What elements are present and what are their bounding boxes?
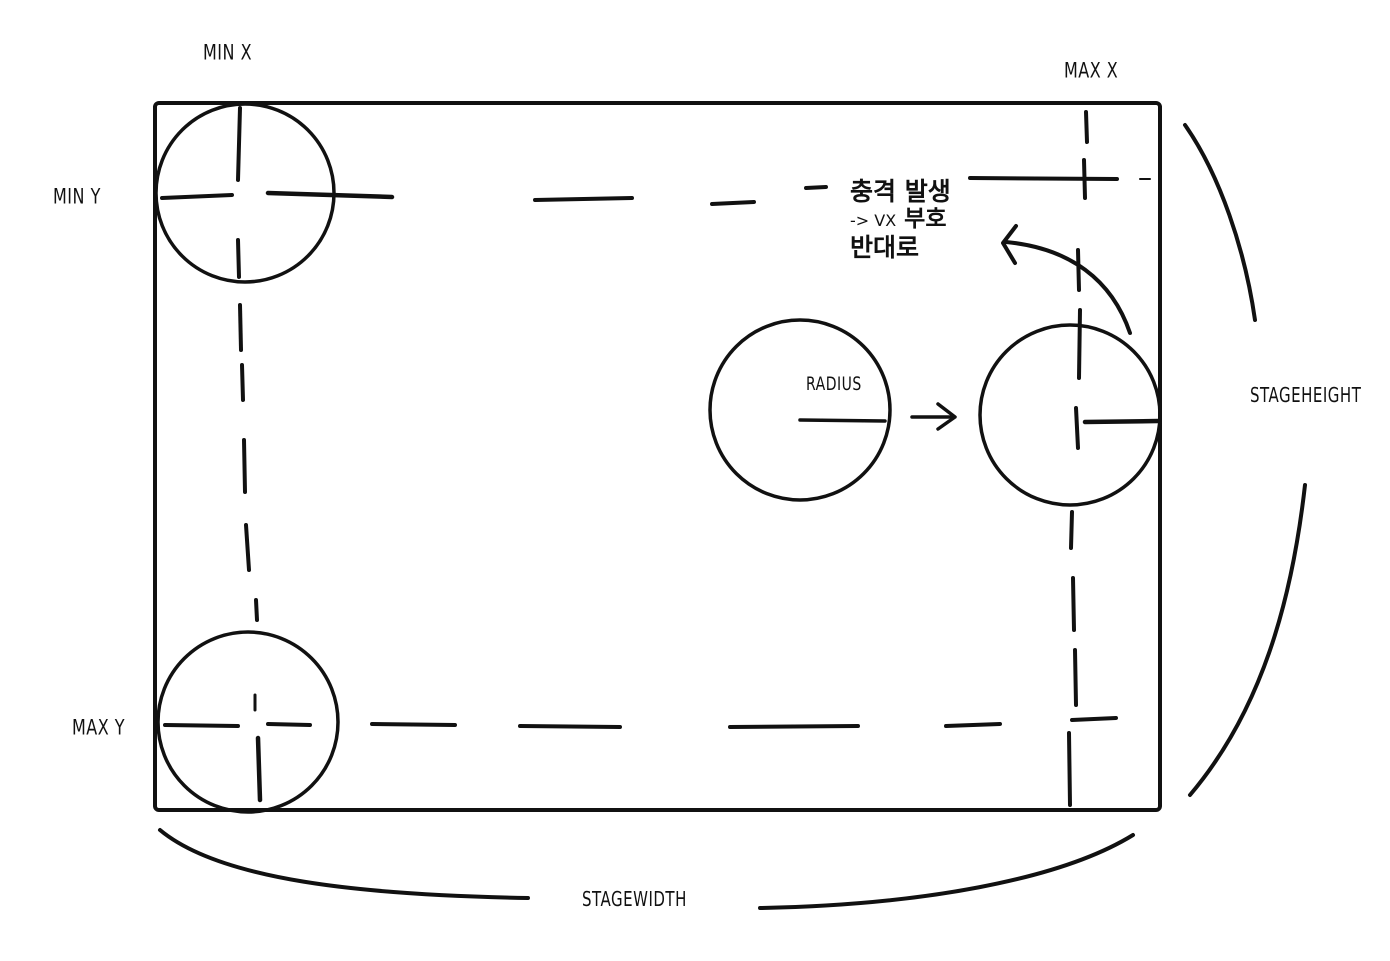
stage-rectangle: [153, 101, 1162, 812]
max-y-label: MAX Y: [72, 714, 126, 740]
dashed-line-max-y: [370, 716, 1118, 729]
min-x-label: MIN X: [203, 39, 253, 65]
crosshair-max-y-corner: [163, 693, 312, 803]
radius-label: RADIUS: [806, 373, 862, 396]
collision-note-line-1: 충격 발생: [850, 177, 951, 206]
bounce-arrow: [1001, 224, 1132, 335]
collision-note-line-2: -> VX 부호: [850, 205, 951, 234]
collision-note-vx: -> VX: [850, 211, 897, 230]
collision-note-sign: 부호: [896, 205, 947, 232]
max-x-label: MAX X: [1064, 57, 1119, 83]
stage-height-brace: [1183, 123, 1307, 797]
stage-width-label: STAGEWIDTH: [582, 887, 687, 912]
movement-arrow: [910, 402, 957, 431]
circle-collision: [978, 323, 1162, 507]
radius-line: [798, 418, 887, 423]
min-y-label: MIN Y: [53, 183, 101, 209]
collision-note: 충격 발생 -> VX 부호 반대로: [850, 178, 951, 261]
collision-note-line-3: 반대로: [850, 233, 920, 262]
crosshair-collision: [1074, 308, 1161, 450]
stage-height-label: STAGEHEIGHT: [1250, 383, 1362, 408]
dashed-line-min-y: [533, 176, 1151, 206]
dashed-line-max-x: [1067, 110, 1089, 807]
dashed-line-min-x: [238, 303, 259, 622]
circle-moving: [708, 318, 892, 502]
stage-width-brace: [158, 828, 1135, 910]
circle-max-y-corner: [156, 630, 340, 814]
crosshair-min-corner: [160, 106, 395, 279]
